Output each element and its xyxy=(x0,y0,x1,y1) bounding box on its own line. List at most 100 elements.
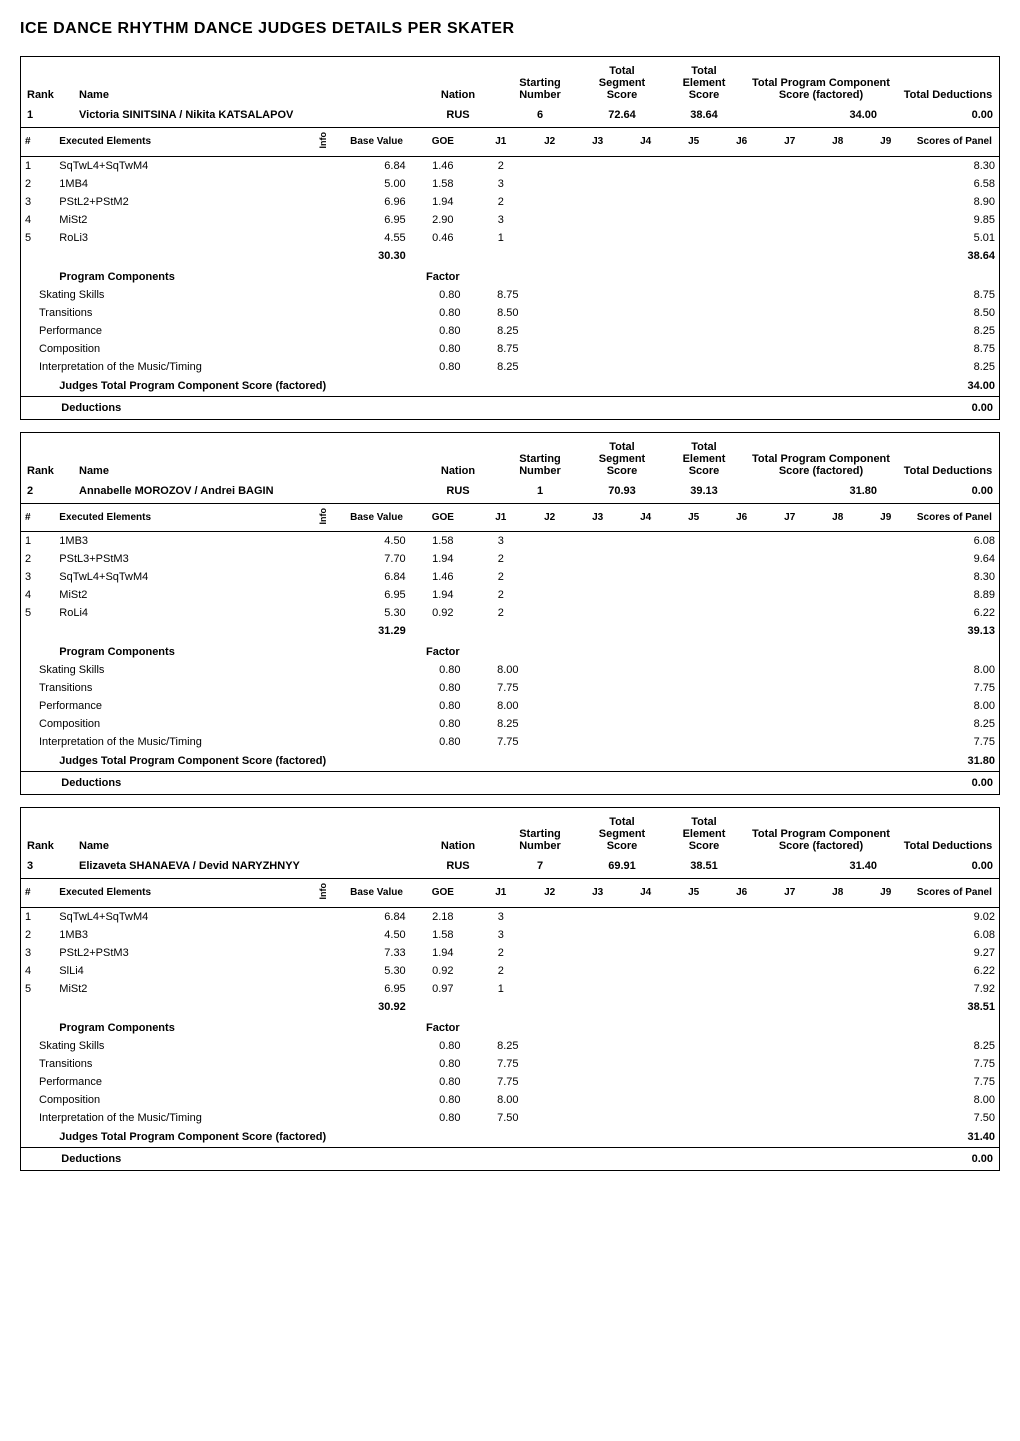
judge-score xyxy=(622,211,670,229)
component-name: Composition xyxy=(21,715,343,733)
rank-label: Rank xyxy=(21,57,73,105)
skater-name: Elizaveta SHANAEVA / Devid NARYZHNYY xyxy=(73,856,417,879)
component-factor: 0.80 xyxy=(410,322,476,340)
base-value: 7.70 xyxy=(343,550,409,568)
goe: 0.46 xyxy=(410,229,476,247)
judge-score: 1 xyxy=(476,980,526,998)
hash-label: # xyxy=(21,879,55,907)
component-score: 8.50 xyxy=(910,304,999,322)
total-element-value: 38.64 xyxy=(663,105,745,128)
judge-score xyxy=(622,944,670,962)
judge-score xyxy=(814,193,862,211)
element-info xyxy=(305,568,344,586)
jtpcs-label: Judges Total Program Component Score (fa… xyxy=(55,751,476,772)
element-totals-row: 30.92 38.51 xyxy=(21,998,999,1016)
base-value: 6.84 xyxy=(343,907,409,926)
scores-of-panel: 8.30 xyxy=(910,156,999,175)
judge-score xyxy=(670,962,718,980)
rank-label: Rank xyxy=(21,808,73,856)
program-components-header: Program Components Factor xyxy=(21,640,999,661)
judge-score xyxy=(670,980,718,998)
element-row: 4 MiSt2 6.95 2.90 3 9.85 xyxy=(21,211,999,229)
component-j1: 8.00 xyxy=(476,1091,526,1109)
element-row: 5 RoLi3 4.55 0.46 1 5.01 xyxy=(21,229,999,247)
element-info xyxy=(305,550,344,568)
judge-label: J6 xyxy=(718,504,766,532)
judge-score xyxy=(622,980,670,998)
info-rotated-icon: Info xyxy=(319,883,328,900)
total-deductions-value: 0.00 xyxy=(897,105,999,128)
base-value: 6.84 xyxy=(343,156,409,175)
scores-of-panel: 6.22 xyxy=(910,604,999,622)
elements-header-row: # Executed Elements Info Base Value GOE … xyxy=(21,504,999,532)
scores-of-panel: 6.08 xyxy=(910,532,999,551)
elements-table: # Executed Elements Info Base Value GOE … xyxy=(21,504,999,795)
header-labels-row: Rank Name Nation Starting Number Total S… xyxy=(21,808,999,856)
component-factor: 0.80 xyxy=(410,1091,476,1109)
total-segment-label: Total Segment Score xyxy=(581,57,663,105)
component-row: Interpretation of the Music/Timing 0.80 … xyxy=(21,1109,999,1127)
goe: 0.92 xyxy=(410,604,476,622)
scores-of-panel: 5.01 xyxy=(910,229,999,247)
base-total: 30.30 xyxy=(343,247,409,265)
judge-score xyxy=(862,211,910,229)
judge-score xyxy=(574,586,622,604)
component-row: Skating Skills 0.80 8.25 8.25 xyxy=(21,1037,999,1055)
goe-label: GOE xyxy=(410,879,476,907)
component-score: 8.00 xyxy=(910,661,999,679)
header-values-row: 3 Elizaveta SHANAEVA / Devid NARYZHNYY R… xyxy=(21,856,999,879)
element-row: 4 SlLi4 5.30 0.92 2 6.22 xyxy=(21,962,999,980)
judge-score: 2 xyxy=(476,962,526,980)
name-label: Name xyxy=(73,57,417,105)
judge-score: 3 xyxy=(476,211,526,229)
element-name: 1MB3 xyxy=(55,926,304,944)
judge-score xyxy=(670,193,718,211)
base-value: 4.50 xyxy=(343,532,409,551)
element-info xyxy=(305,586,344,604)
total-segment-value: 72.64 xyxy=(581,105,663,128)
nation-label: Nation xyxy=(417,57,499,105)
starting-number-label: Starting Number xyxy=(499,433,581,481)
jtpcs-label: Judges Total Program Component Score (fa… xyxy=(55,376,476,397)
element-info xyxy=(305,907,344,926)
judge-score xyxy=(718,586,766,604)
judge-score xyxy=(526,229,574,247)
judge-label: J2 xyxy=(526,879,574,907)
rank-value: 2 xyxy=(21,481,73,504)
deductions-label: Deductions xyxy=(55,772,476,795)
component-j1: 8.75 xyxy=(476,340,526,358)
judge-score xyxy=(622,962,670,980)
jtpcs-row: Judges Total Program Component Score (fa… xyxy=(21,376,999,397)
starting-number-label: Starting Number xyxy=(499,57,581,105)
judge-score xyxy=(766,550,814,568)
judge-score: 3 xyxy=(476,175,526,193)
judge-score xyxy=(574,156,622,175)
judge-score xyxy=(574,926,622,944)
element-row: 5 RoLi4 5.30 0.92 2 6.22 xyxy=(21,604,999,622)
component-j1: 8.00 xyxy=(476,697,526,715)
judge-score xyxy=(526,944,574,962)
rank-value: 1 xyxy=(21,105,73,128)
judge-score xyxy=(718,907,766,926)
scores-of-panel: 6.58 xyxy=(910,175,999,193)
base-value: 4.55 xyxy=(343,229,409,247)
component-score: 8.00 xyxy=(910,1091,999,1109)
element-name: SqTwL4+SqTwM4 xyxy=(55,568,304,586)
element-row: 3 PStL2+PStM3 7.33 1.94 2 9.27 xyxy=(21,944,999,962)
base-value: 7.33 xyxy=(343,944,409,962)
executed-label: Executed Elements xyxy=(55,504,304,532)
element-row: 1 SqTwL4+SqTwM4 6.84 2.18 3 9.02 xyxy=(21,907,999,926)
judge-score xyxy=(670,229,718,247)
scores-of-panel: 9.27 xyxy=(910,944,999,962)
judge-label: J4 xyxy=(622,128,670,156)
total-deductions-value: 0.00 xyxy=(897,481,999,504)
component-name: Transitions xyxy=(21,1055,343,1073)
scores-of-panel: 8.30 xyxy=(910,568,999,586)
header-table: Rank Name Nation Starting Number Total S… xyxy=(21,433,999,504)
judge-score xyxy=(862,175,910,193)
sop-total: 38.64 xyxy=(910,247,999,265)
total-deductions-label: Total Deductions xyxy=(897,57,999,105)
judge-score xyxy=(526,550,574,568)
header-labels-row: Rank Name Nation Starting Number Total S… xyxy=(21,433,999,481)
total-program-label: Total Program Component Score (factored) xyxy=(745,808,897,856)
